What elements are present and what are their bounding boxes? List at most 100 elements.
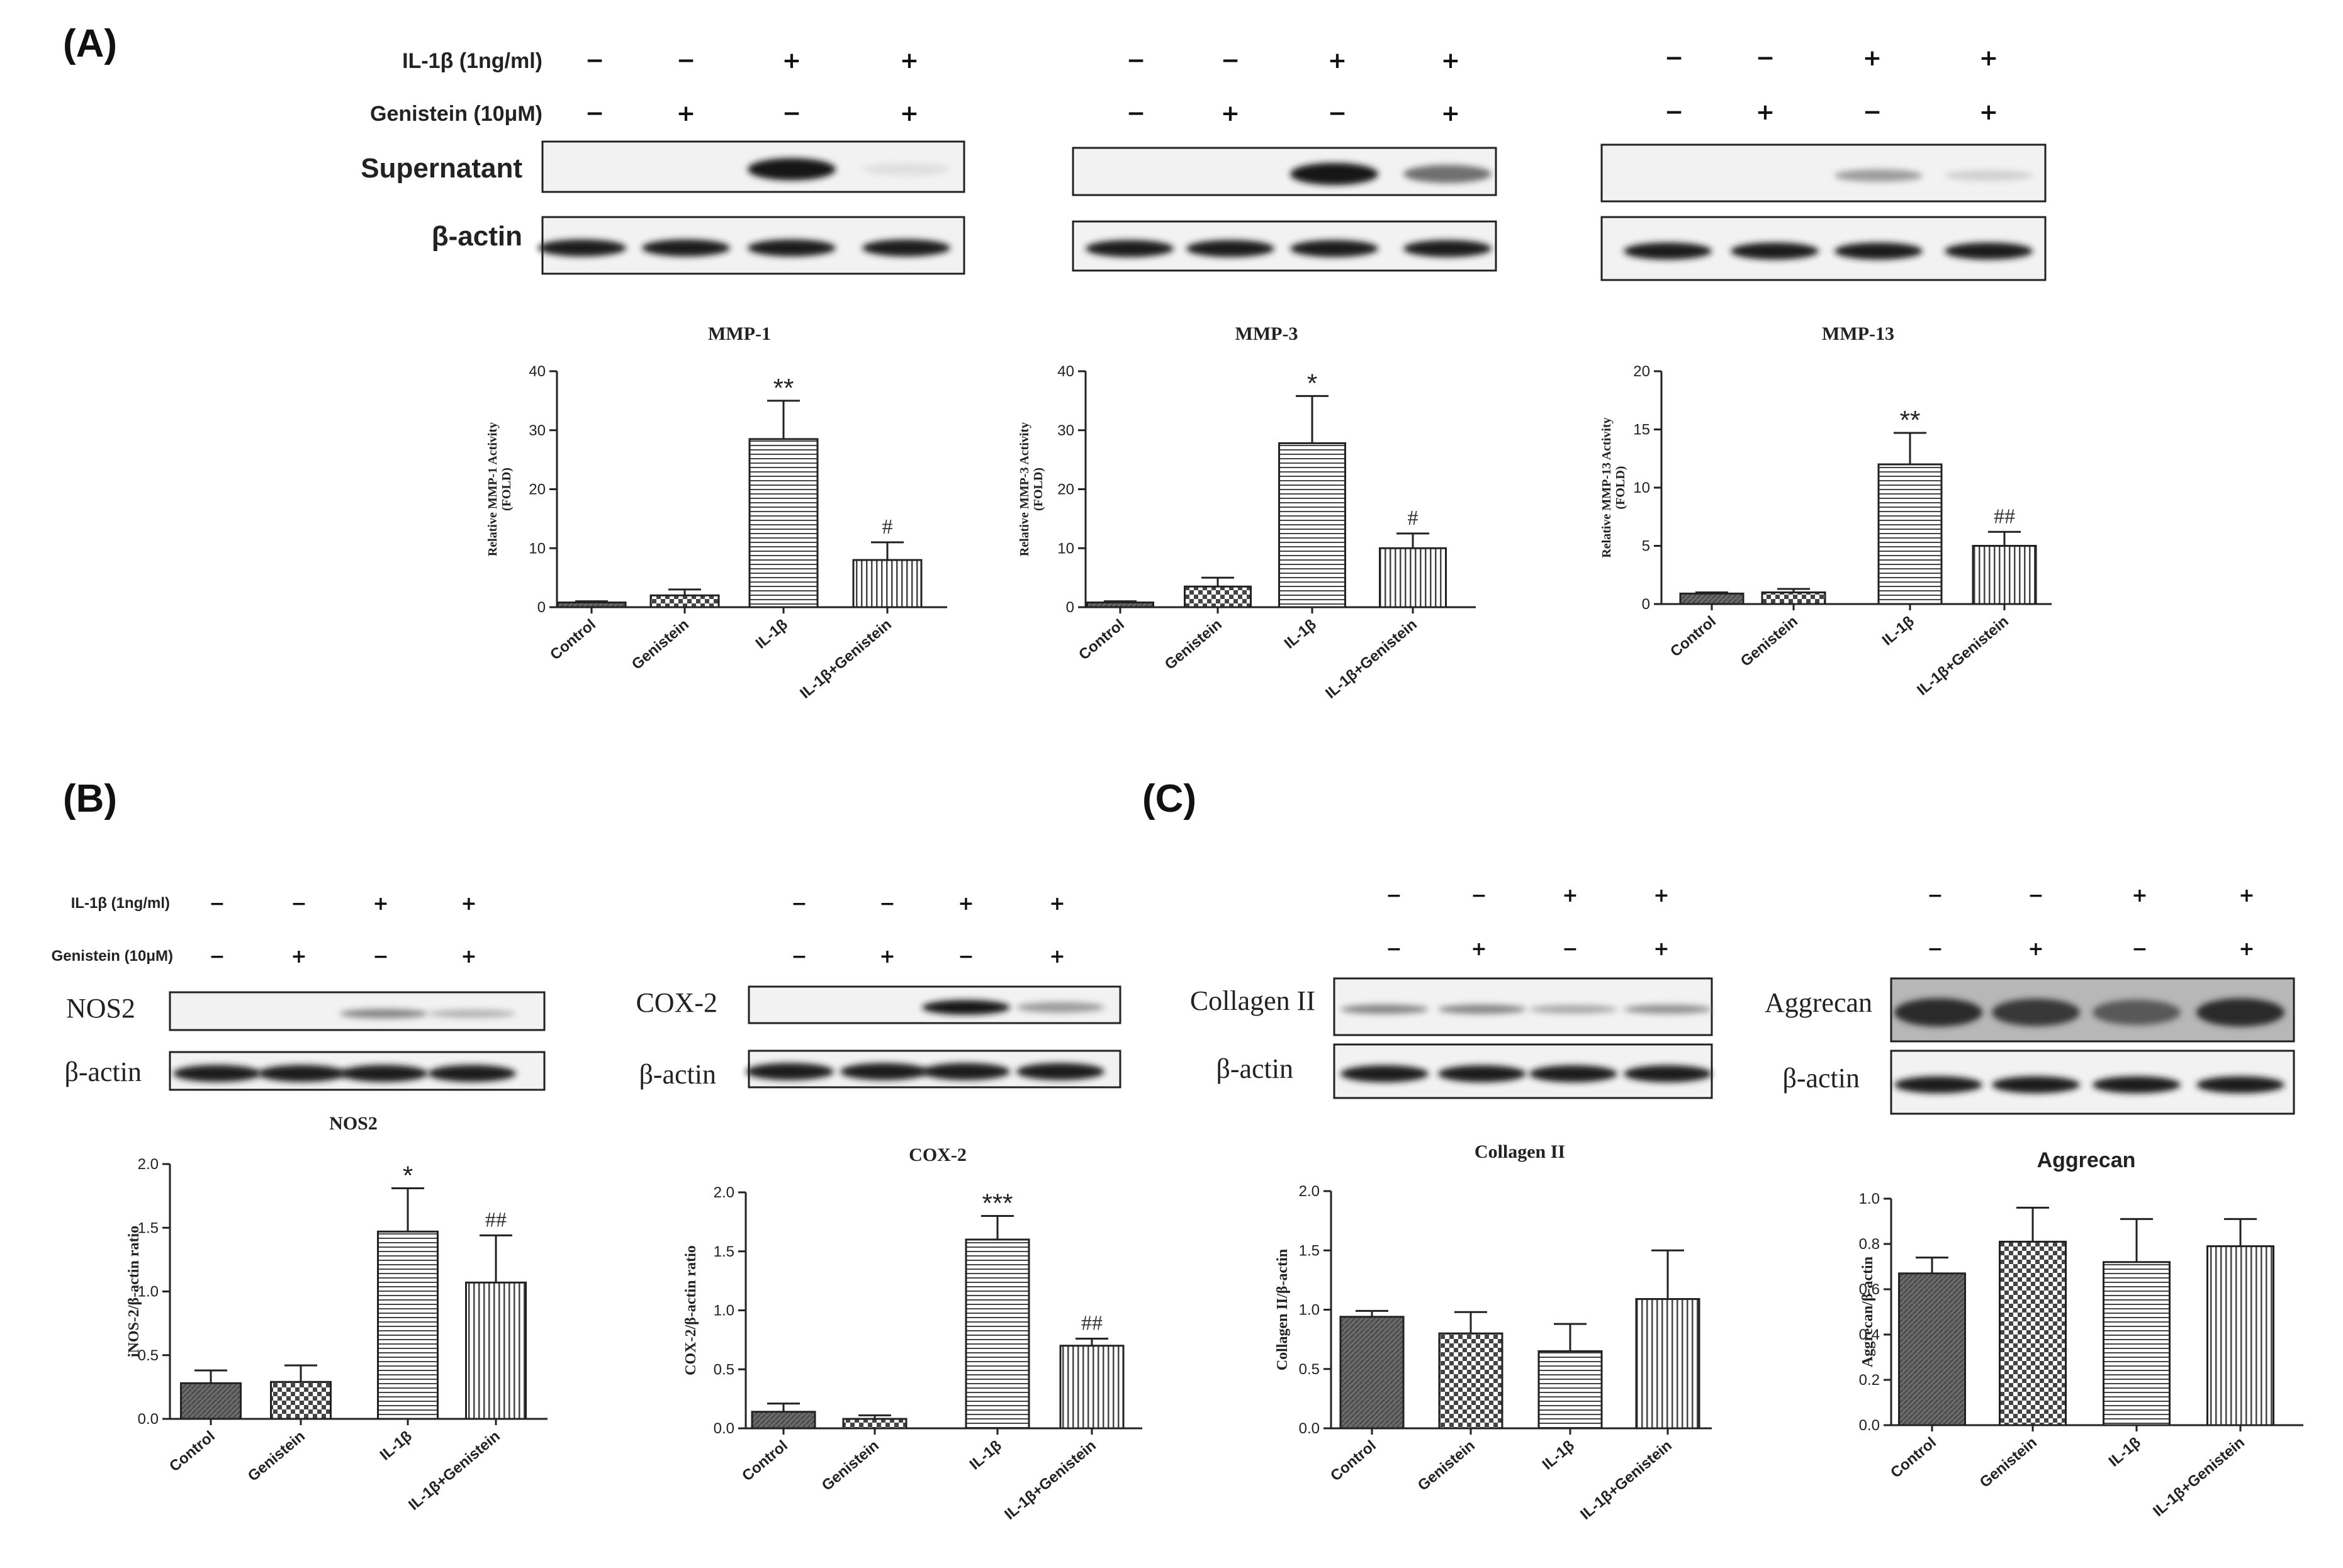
blot-band [1945,170,2033,181]
bar-il-1-genistein [465,1281,527,1420]
x-tick-label: Genistein [629,616,692,673]
genistein-sign: + [1441,101,1460,126]
bar-control [180,1382,242,1420]
genistein-sign: − [1665,99,1683,125]
blot-band [1894,1076,1982,1094]
y-tick-label: 1.5 [1299,1242,1320,1259]
bar-il-1- [2103,1261,2171,1426]
blot-band [538,239,626,257]
il1b-sign: + [1979,45,1998,71]
blot-band [1992,1076,2080,1094]
y-axis-label: Relative MMP-3 Activity [1018,422,1031,556]
il1b-sign: + [1049,893,1065,915]
y-tick-label: 1.0 [714,1302,734,1319]
x-tick-label: IL-1β [1539,1437,1578,1474]
y-tick-label: 0.0 [138,1411,159,1428]
cox2-chart: COX-2 0.0 0.5 1.0 1.5 2.0 COX-2/β-actin ratio C… [683,1145,1142,1523]
nos2-actin-blot [169,1051,546,1091]
y-axis-label: (FOLD) [1031,468,1045,511]
y-tick-label: 0.0 [1299,1420,1320,1437]
y-axis-label: (FOLD) [1614,466,1627,510]
bar-control [751,1411,816,1430]
significance-marker: ## [1994,505,2015,528]
genistein-sign: + [461,946,476,968]
blot-band [922,1063,1010,1080]
x-tick-label: Control [547,616,599,664]
bar-il-1- [1278,442,1346,608]
y-tick-label: 2.0 [1299,1183,1320,1200]
il1b-sign: + [1863,45,1882,71]
blot-band [748,239,836,257]
x-tick-label: Genistein [1162,616,1225,673]
mmp3-chart: MMP-3 0 10 20 30 40 Relative MMP-3 Activity (FO… [1018,323,1476,702]
blot-band [1438,1065,1526,1082]
blot-band [428,1009,516,1018]
aggrecan-blot-label: Aggrecan [1765,987,1872,1018]
significance-marker: ## [485,1208,507,1231]
il1b-sign: − [209,893,225,915]
blot-band [340,1065,428,1082]
nos2-chart: NOS2 0.0 0.5 1.0 1.5 2.0 iNOS-2/β-actin ratio C… [126,1113,548,1514]
y-tick-label: 0 [1066,599,1074,616]
mmp1-supernatant-blot [541,140,965,193]
x-tick-label: IL-1β+Genistein [2150,1434,2248,1520]
il1b-sign: − [291,893,306,915]
y-axis-label: Aggrecan/β-actin [1860,1257,1876,1367]
genistein-sign: + [2028,938,2043,960]
nos2-chart-title: NOS2 [329,1113,378,1134]
genistein-sign: + [1979,99,1998,125]
il1b-sign: − [2028,885,2043,907]
genistein-sign: − [373,946,388,968]
genistein-sign: − [1328,101,1347,126]
genistein-label-b: Genistein (10μM) [52,948,173,965]
il1b-sign: − [677,48,695,74]
bar-genistein [649,594,720,608]
x-tick-label: IL-1β+Genistein [1322,616,1420,702]
genistein-sign: − [1927,938,1943,960]
il1b-sign: + [461,893,476,915]
il1b-sign: − [1665,45,1683,71]
collagen-chart: Collagen II 0.0 0.5 1.0 1.5 2.0 Collagen II/β-… [1274,1141,1712,1523]
y-tick-label: 40 [1057,363,1074,380]
y-tick-label: 40 [529,363,546,380]
genistein-sign: + [1221,101,1240,126]
genistein-sign: − [791,946,807,968]
x-tick-label: IL-1β [1281,616,1320,652]
x-tick-label: IL-1β [753,616,791,652]
bar-control [1898,1272,1966,1426]
aggrecan-actin-blot [1890,1050,2295,1115]
mmp13-chart-title: MMP-13 [1822,323,1894,344]
y-axis-label: iNOS-2/β-actin ratio [126,1226,142,1357]
cox2-actin-blot [746,1050,1121,1089]
mmp1-chart-title: MMP-1 [708,323,771,344]
il1b-sign: − [1221,48,1240,74]
bar-genistein [270,1380,332,1420]
y-tick-label: 10 [1057,540,1074,557]
genistein-sign: + [1756,99,1775,125]
mmp1-actin-blot [538,216,965,275]
x-tick-label: IL-1β [1879,613,1918,649]
il1b-sign: + [2132,885,2147,907]
blot-band [1403,165,1492,183]
genistein-sign: − [958,946,974,968]
x-tick-label: Control [1667,613,1719,661]
blot-band [2196,1076,2284,1094]
blot-band [1529,1005,1617,1014]
il1b-label-a: IL-1β (1ng/ml) [402,49,542,73]
y-tick-label: 1.5 [714,1243,734,1260]
y-tick-label: 30 [529,422,546,439]
bactin-label-cox2: β-actin [639,1059,716,1090]
cox2-blot-label: COX-2 [636,987,717,1018]
blot-band [258,1065,346,1082]
x-tick-label: Control [1076,616,1128,664]
genistein-sign: + [900,101,919,126]
significance-marker: * [1307,368,1317,398]
bar-il-1- [748,438,819,608]
x-tick-label: Genistein [1977,1434,2040,1491]
genistein-sign: − [782,101,801,126]
genistein-sign: − [1127,101,1145,126]
genistein-sign: + [291,946,306,968]
blot-band [340,1009,428,1019]
bactin-label-collagen: β-actin [1216,1053,1293,1084]
